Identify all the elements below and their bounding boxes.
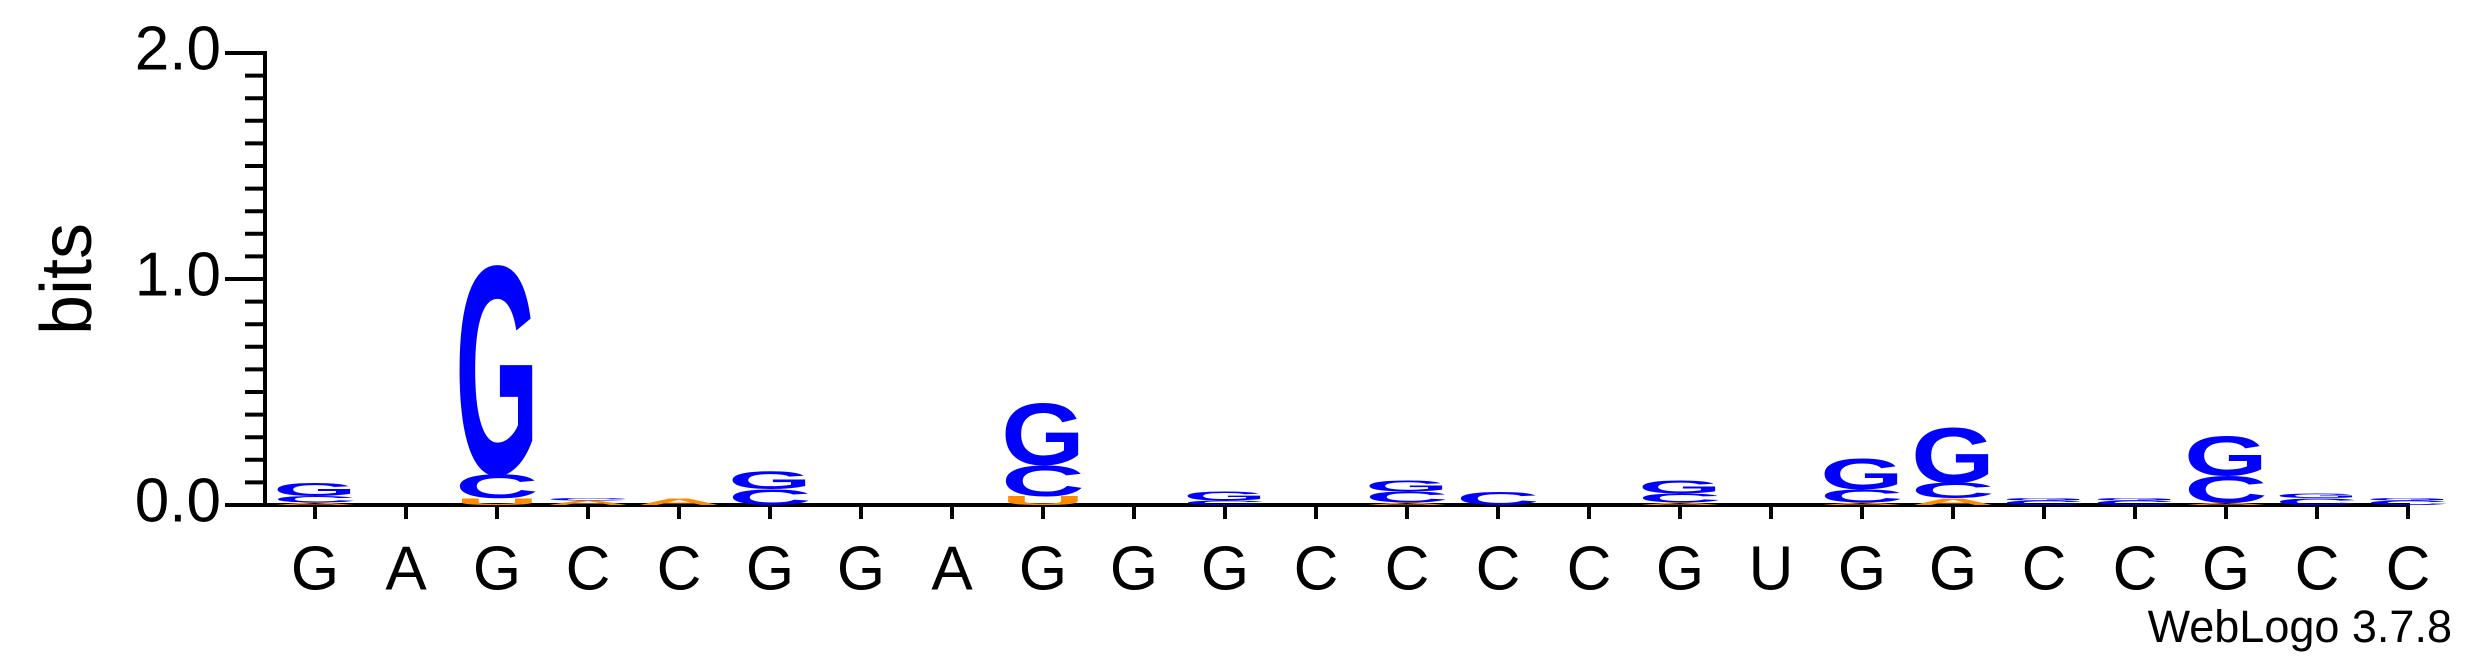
x-tick-label: C [1567,534,1612,603]
x-tick-label: C [1294,534,1339,603]
logo-letter: C [2002,499,2086,506]
logo-letter: G [2275,493,2359,500]
logo-letter: U [455,497,539,507]
logo-letter: C [2093,499,2177,506]
logo-letter: A [546,499,630,506]
x-tick-label: C [657,534,702,603]
x-tick-label: A [385,534,427,603]
logo-letter: G [273,479,357,500]
logo-letter: G [1001,385,1085,483]
x-tick-label: G [1019,534,1067,603]
logo-letter: A [1365,502,1449,506]
logo-letter: C [1911,478,1995,503]
x-tick-label: G [837,534,885,603]
y-tick-label: 2.0 [135,14,221,83]
x-tick-label: C [2386,534,2431,603]
x-tick-label: C [1385,534,1430,603]
x-tick-label: U [1749,534,1794,603]
logo-letter: G [2184,425,2268,488]
logo-letter: C [1820,486,1904,507]
y-tick-label: 0.0 [135,466,221,535]
logo-letter: A [2184,502,2268,506]
logo-letter: A [1820,502,1904,506]
x-tick-label: C [2295,534,2340,603]
logo-letter: C [2184,469,2268,511]
logo-letter: A [1911,497,1995,507]
logo-letter: G [455,205,539,538]
logo-letter: C [1183,499,1267,506]
x-tick-label: G [1201,534,1249,603]
logo-letter: C [1001,457,1085,506]
footer: WebLogo 3.7.8 [2148,601,2452,652]
x-tick-label: G [1838,534,1886,603]
y-axis-label: bits [27,223,107,335]
logo-letter: A [637,497,721,507]
x-tick-label: A [931,534,973,603]
x-tick-label: G [1929,534,1977,603]
y-tick-label: 1.0 [135,240,221,309]
logo-letter: G [1183,489,1267,503]
logo-letter: A [273,502,357,506]
x-tick-label: C [566,534,611,603]
logo-letter: U [1001,494,1085,508]
logo-letter: C [273,494,357,504]
logo-letter: C [455,467,539,506]
logo-letter: G [2093,498,2177,502]
logo-letter: C [728,485,812,510]
logo-letter: A [1638,502,1722,506]
x-tick-label: G [1110,534,1158,603]
logo-letter: G [2366,498,2450,502]
logo-letter: G [1820,450,1904,499]
logo-letter: C [1456,488,1540,509]
logo-letter: C [2275,497,2359,507]
x-tick-label: C [1476,534,1521,603]
logo-letter: G [1638,477,1722,498]
logo-letter: G [728,467,812,495]
logo-letter: G [2002,498,2086,502]
logo-letter: G [1911,413,1995,500]
x-tick-label: C [2022,534,2067,603]
x-tick-label: G [746,534,794,603]
logo-letter: C [2366,499,2450,506]
logo-letter: C [1365,489,1449,507]
logo-letter: G [1365,477,1449,495]
logo-letter: C [1638,491,1722,505]
x-tick-label: G [1656,534,1704,603]
x-tick-label: C [2113,534,2158,603]
x-tick-label: G [2202,534,2250,603]
x-tick-label: G [291,534,339,603]
logo-letter: C [546,498,630,502]
x-tick-label: G [473,534,521,603]
